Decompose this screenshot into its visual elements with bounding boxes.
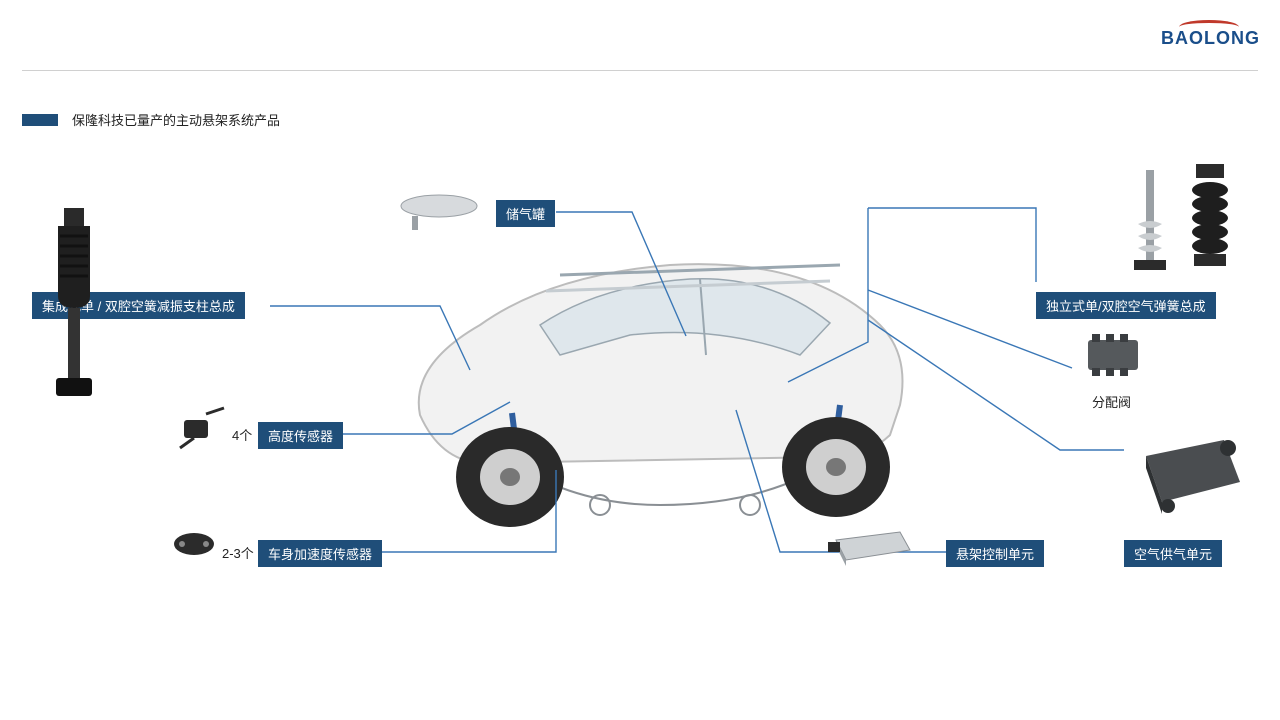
count-height-sensor: 4个: [232, 425, 252, 444]
brand-logo: BAOLONG: [1161, 28, 1260, 49]
brand-arc: [1179, 20, 1239, 36]
accel-sensor-icon: [168, 526, 220, 562]
divider: [22, 70, 1258, 71]
label-accel-sensor: 车身加速度传感器: [258, 540, 382, 567]
air-tank-icon: [394, 186, 484, 238]
section-title: 保隆科技已量产的主动悬架系统产品: [22, 110, 280, 129]
ecu-icon: [826, 522, 916, 570]
car-illustration: [370, 205, 930, 555]
diagram-area: 储气罐 集成式单 / 双腔空簧减振支柱总成 4个 高度传感器 2-3个 车身加速…: [0, 150, 1280, 670]
label-suspension-ecu: 悬架控制单元: [946, 540, 1044, 567]
air-spring-icon: [1130, 164, 1240, 284]
label-air-spring: 独立式单/双腔空气弹簧总成: [1036, 292, 1216, 319]
label-air-supply-unit: 空气供气单元: [1124, 540, 1222, 567]
label-air-tank: 储气罐: [496, 200, 555, 227]
strut-icon: [34, 208, 114, 408]
title-text: 保隆科技已量产的主动悬架系统产品: [72, 110, 280, 129]
count-accel-sensor: 2-3个: [222, 543, 254, 562]
label-height-sensor: 高度传感器: [258, 422, 343, 449]
title-marker: [22, 114, 58, 126]
distribution-valve-icon: [1080, 330, 1150, 380]
air-supply-icon: [1128, 426, 1248, 522]
label-distribution-valve: 分配阀: [1082, 388, 1141, 415]
height-sensor-icon: [176, 406, 228, 450]
